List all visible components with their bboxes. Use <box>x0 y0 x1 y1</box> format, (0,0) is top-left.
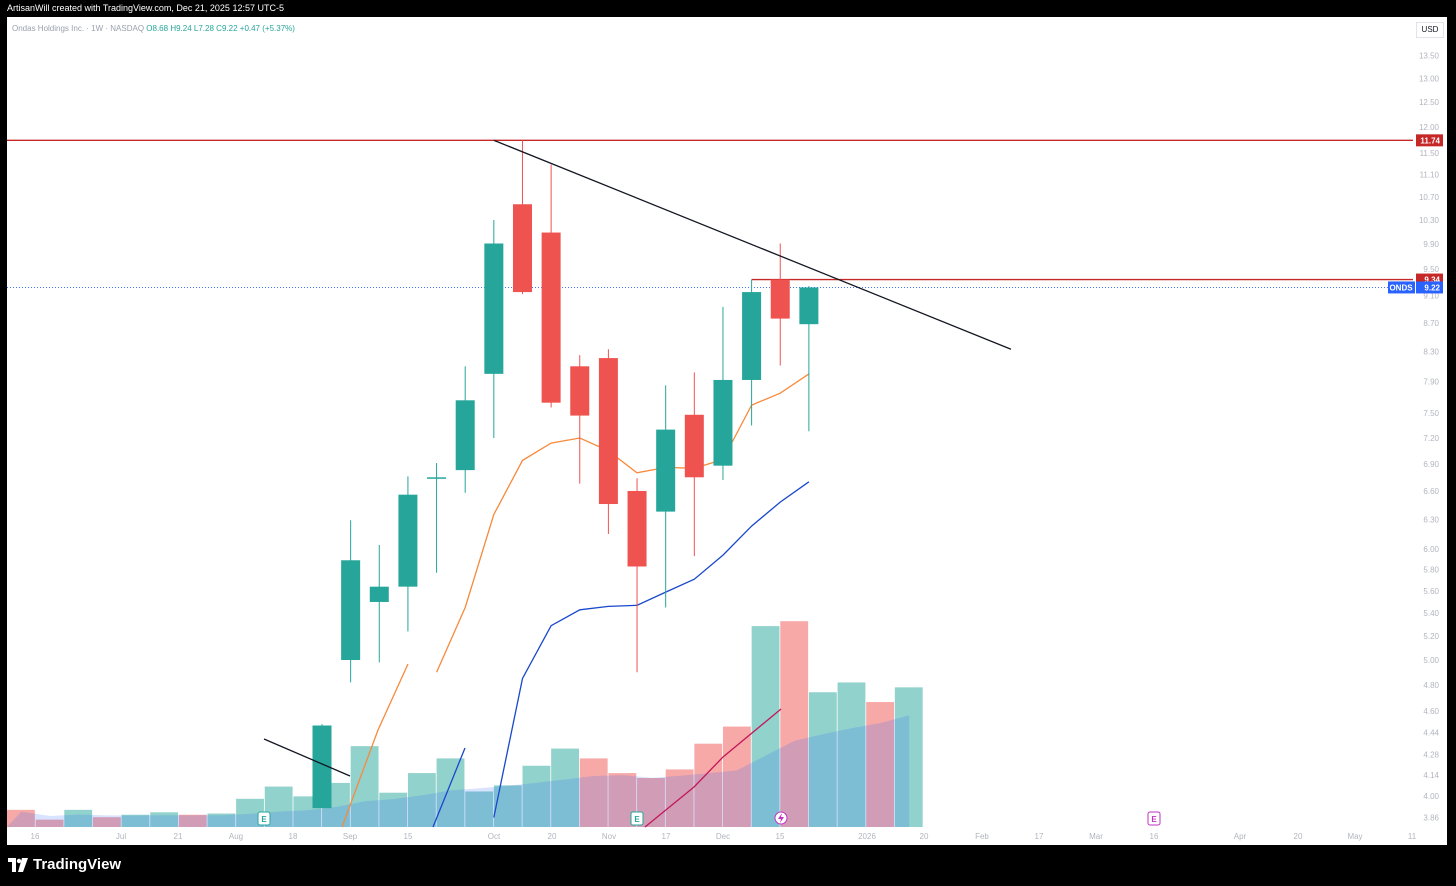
legend-low: L7.28 <box>193 24 214 33</box>
tradingview-logo-icon <box>8 858 28 872</box>
currency-button[interactable]: USD <box>1416 22 1444 38</box>
legend-high: H9.24 <box>170 24 192 33</box>
top-caption-bar: ArtisanWill created with TradingView.com… <box>0 0 1456 17</box>
chart-panel[interactable] <box>7 17 1447 845</box>
footer-bar <box>0 845 1456 886</box>
symbol-legend: Ondas Holdings Inc. · 1W · NASDAQ O8.68 … <box>12 24 295 33</box>
brand-name: TradingView <box>33 856 122 873</box>
caption-text: ArtisanWill created with TradingView.com… <box>7 3 284 13</box>
legend-open: O8.68 <box>146 24 169 33</box>
legend-symbol: Ondas Holdings Inc. · 1W · NASDAQ <box>12 24 145 33</box>
legend-change: +0.47 (+5.37%) <box>239 24 295 33</box>
legend-close: C9.22 <box>216 24 238 33</box>
